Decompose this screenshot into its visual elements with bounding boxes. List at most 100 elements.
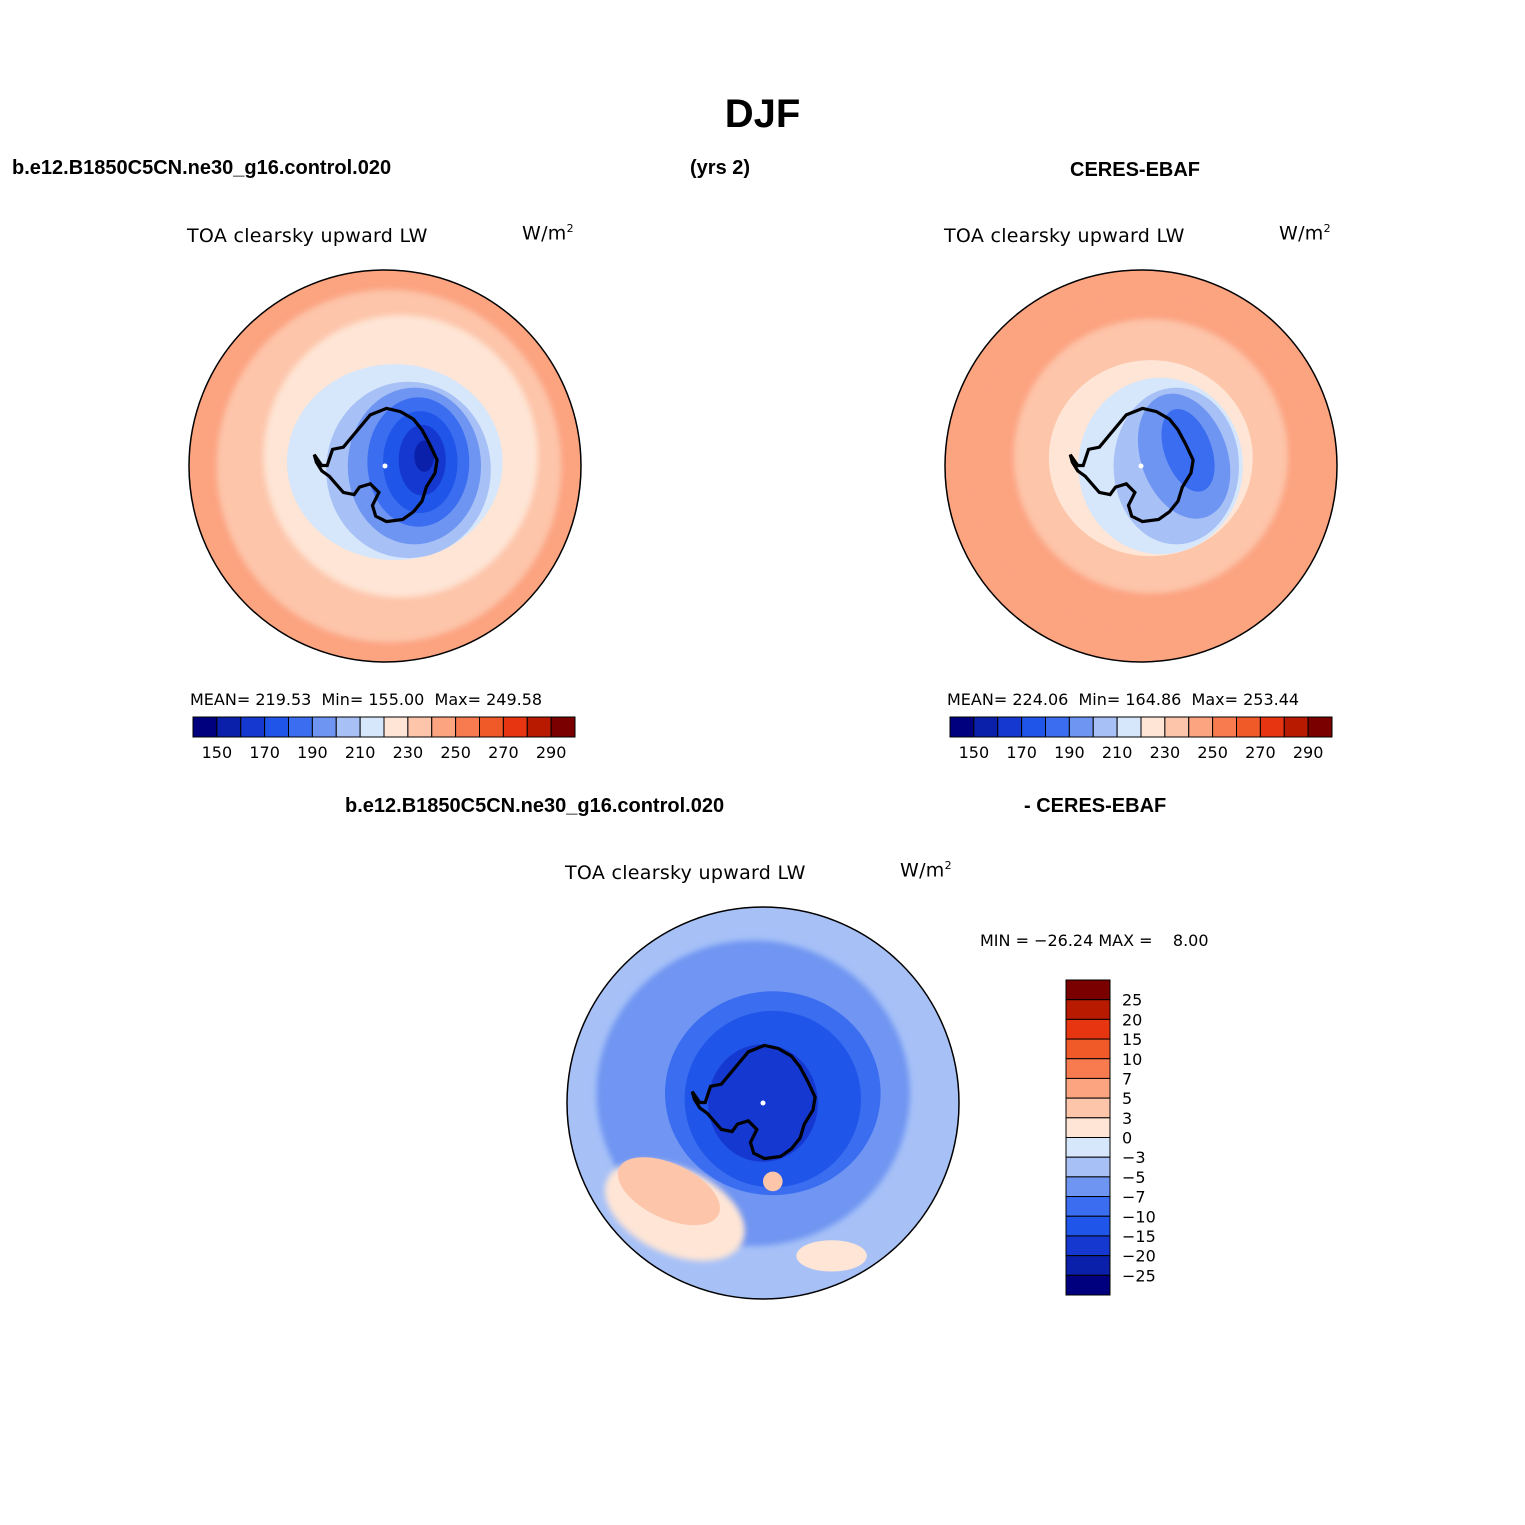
colorbar-tick-label: −7 bbox=[1122, 1188, 1146, 1207]
panel3-variable-title: TOA clearsky upward LW bbox=[565, 862, 806, 884]
colorbar-box bbox=[1259, 716, 1285, 738]
panel1-mean-value: 219.53 bbox=[255, 690, 312, 709]
colorbar-box bbox=[1065, 979, 1111, 1001]
colorbar-tick-label: 230 bbox=[393, 743, 424, 762]
colorbar-tick-label: 25 bbox=[1122, 991, 1142, 1010]
map-panel-2 bbox=[945, 270, 1337, 662]
colorbar-tick-label: 20 bbox=[1122, 1010, 1142, 1029]
panel1-min-label: Min= bbox=[321, 690, 364, 709]
map-border bbox=[944, 269, 1338, 663]
colorbar-tick-label: 15 bbox=[1122, 1030, 1142, 1049]
panel1-min-value: 155.00 bbox=[368, 690, 425, 709]
colorbar-tick-label: 150 bbox=[959, 743, 990, 762]
colorbar-tick-label: 290 bbox=[536, 743, 567, 762]
colorbar-box bbox=[1065, 1018, 1111, 1040]
panel1-variable-title: TOA clearsky upward LW bbox=[187, 225, 428, 247]
panel1-max-value: 249.58 bbox=[486, 690, 543, 709]
panel2-max-label: Max= bbox=[1191, 690, 1239, 709]
panel2-variable-title: TOA clearsky upward LW bbox=[944, 225, 1185, 247]
panel2-mean-value: 224.06 bbox=[1012, 690, 1069, 709]
colorbar-box bbox=[264, 716, 289, 738]
panel2-min-value: 164.86 bbox=[1125, 690, 1182, 709]
colorbar-tick-label: −15 bbox=[1122, 1227, 1156, 1246]
colorbar-box bbox=[216, 716, 242, 738]
colorbar-box bbox=[240, 716, 266, 738]
panel1-max-label: Max= bbox=[434, 690, 482, 709]
colorbar-tick-label: 3 bbox=[1122, 1109, 1132, 1128]
field-contour-5 bbox=[617, 1157, 720, 1226]
main-title: DJF bbox=[724, 92, 801, 136]
colorbar-box bbox=[192, 716, 218, 738]
colorbar-box bbox=[1065, 1058, 1111, 1079]
colorbar-box bbox=[1236, 716, 1261, 738]
colorbar-box bbox=[1065, 1038, 1111, 1060]
colorbar-box bbox=[1065, 1235, 1111, 1257]
colorbar-box bbox=[1045, 716, 1070, 738]
colorbar-box bbox=[949, 716, 975, 738]
colorbar-box bbox=[1065, 1215, 1111, 1237]
colorbar-tick-label: 190 bbox=[297, 743, 328, 762]
colorbar-box bbox=[502, 716, 528, 738]
colorbar-box bbox=[550, 716, 576, 738]
case-name-header: b.e12.B1850C5CN.ne30_g16.control.020 bbox=[12, 157, 392, 179]
colorbar-tick-label: 10 bbox=[1122, 1050, 1142, 1069]
panel2-units: W/m2 bbox=[1279, 222, 1331, 245]
colorbar-tick-label: 5 bbox=[1122, 1089, 1132, 1108]
colorbar-tick-label: −25 bbox=[1122, 1266, 1156, 1285]
colorbar-box bbox=[1065, 1176, 1111, 1198]
colorbar-tick-label: −5 bbox=[1122, 1168, 1146, 1187]
colorbar-tick-label: 170 bbox=[249, 743, 280, 762]
colorbar-box bbox=[1068, 716, 1094, 738]
colorbar-box bbox=[1065, 1117, 1111, 1138]
colorbar-box bbox=[1065, 1156, 1111, 1178]
colorbar-tick-label: −3 bbox=[1122, 1148, 1146, 1167]
colorbar-box bbox=[1065, 1255, 1111, 1276]
colorbar-tick-label: 250 bbox=[440, 743, 471, 762]
colorbar-box bbox=[1307, 716, 1333, 738]
colorbar-box bbox=[1065, 1196, 1111, 1217]
panel2-stats: MEAN= 224.06 Min= 164.86 Max= 253.44 bbox=[947, 690, 1299, 709]
south-pole-marker bbox=[382, 463, 388, 469]
obs-name-header: CERES-EBAF bbox=[1070, 159, 1201, 181]
colorbar-tick-label: −10 bbox=[1122, 1207, 1156, 1226]
colorbar-tick-label: 7 bbox=[1122, 1069, 1132, 1088]
colorbar-box bbox=[1140, 716, 1166, 738]
colorbar-tick-label: 230 bbox=[1150, 743, 1181, 762]
colorbar-tick-label: 150 bbox=[202, 743, 233, 762]
panel3-units: W/m2 bbox=[900, 859, 952, 882]
colorbar-box bbox=[407, 716, 433, 738]
colorbar-box bbox=[1283, 716, 1309, 738]
colorbar-tick-label: 290 bbox=[1293, 743, 1324, 762]
colorbar-box bbox=[335, 716, 361, 738]
colorbar-box bbox=[997, 716, 1023, 738]
diff-obs-header: - CERES-EBAF bbox=[1024, 795, 1167, 817]
colorbar-box bbox=[1065, 1077, 1111, 1099]
colorbar-box bbox=[1092, 716, 1118, 738]
colorbar-box bbox=[455, 716, 480, 738]
colorbar-box bbox=[383, 716, 409, 738]
colorbar-tick-label: −20 bbox=[1122, 1247, 1156, 1266]
colorbar-box bbox=[1065, 1274, 1111, 1296]
panel1-units: W/m2 bbox=[522, 222, 574, 245]
colorbar-tick-label: 210 bbox=[345, 743, 376, 762]
colorbar-box bbox=[311, 716, 337, 738]
map-border bbox=[566, 906, 960, 1300]
colorbar-tick-label: 0 bbox=[1122, 1129, 1132, 1148]
colorbar-box bbox=[288, 716, 313, 738]
colorbar-box bbox=[973, 716, 999, 738]
map-panel-1 bbox=[189, 270, 581, 662]
field-contour-6 bbox=[796, 1240, 867, 1272]
colorbar-tick-label: 250 bbox=[1197, 743, 1228, 762]
colorbar-box bbox=[1065, 1137, 1111, 1158]
colorbar-box bbox=[1116, 716, 1142, 738]
colorbar-box bbox=[1021, 716, 1046, 738]
colorbar-box bbox=[479, 716, 504, 738]
colorbar-box bbox=[1164, 716, 1190, 738]
years-header: (yrs 2) bbox=[690, 157, 751, 179]
colorbar-tick-label: 190 bbox=[1054, 743, 1085, 762]
panel2-max-value: 253.44 bbox=[1243, 690, 1300, 709]
colorbar-tick-label: 270 bbox=[1245, 743, 1276, 762]
field-contour-7 bbox=[763, 1171, 783, 1192]
south-pole-marker bbox=[1138, 463, 1144, 469]
colorbar-tick-label: 270 bbox=[488, 743, 519, 762]
